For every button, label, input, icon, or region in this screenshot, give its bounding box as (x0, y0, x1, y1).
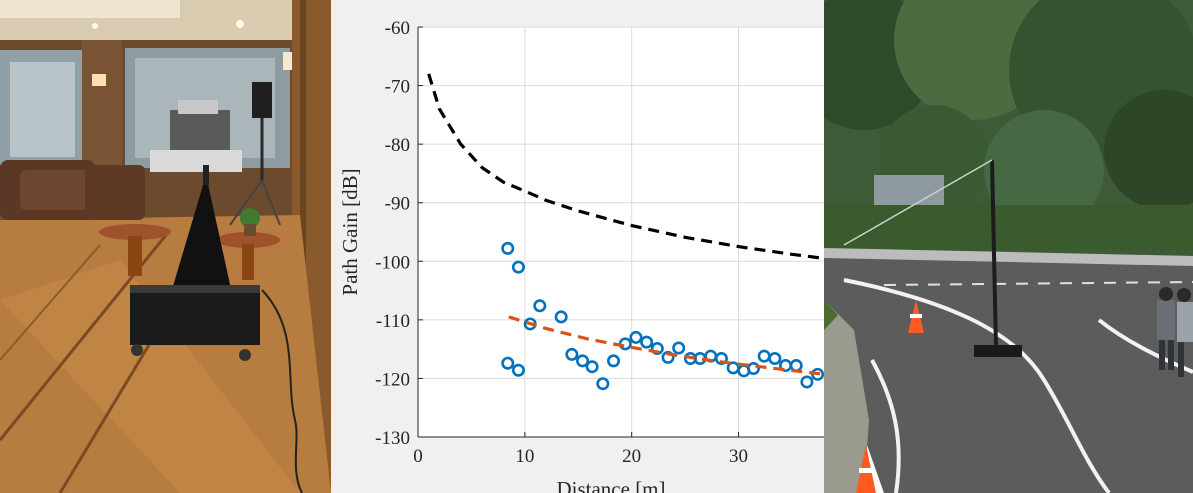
measured-point (511, 363, 525, 377)
measured-point (800, 375, 814, 389)
x-tick-label: 20 (622, 446, 641, 467)
y-tick-label: -70 (385, 77, 410, 98)
axes: 0 10 20 30 -60 -70 -80 -90 -100 -110 -120 -130 (375, 18, 824, 467)
y-tick-label: -80 (385, 135, 410, 156)
measured-point (629, 330, 643, 344)
measured-point (672, 341, 686, 355)
y-tick-label: -60 (385, 18, 410, 39)
measured-point (511, 260, 525, 274)
measured-point (501, 356, 515, 370)
y-tick-label: -90 (385, 194, 410, 215)
y-tick-label: -100 (375, 252, 410, 273)
path-gain-chart: 0 10 20 30 -60 -70 -80 -90 -100 -110 -120 -130 Dist… (331, 0, 824, 493)
measured-point (650, 342, 664, 356)
x-axis-label: Distance [m] (556, 477, 665, 493)
measured-point (585, 360, 599, 374)
free-space-line (427, 73, 824, 260)
outdoor-setup-photo (824, 0, 1193, 493)
measured-point (607, 354, 621, 368)
plot-area (418, 27, 824, 437)
indoor-setup-photo (0, 0, 331, 493)
x-tick-label: 0 (413, 446, 423, 467)
measured-point (596, 377, 610, 391)
measured-point (554, 310, 568, 324)
measured-point (533, 299, 547, 313)
measured-point (640, 335, 654, 349)
series (427, 73, 824, 391)
fit-line (508, 315, 824, 376)
y-tick-label: -130 (375, 428, 410, 449)
measured-point (768, 352, 782, 366)
y-tick-label: -120 (375, 369, 410, 390)
measured-point (501, 241, 515, 255)
measured-point (576, 354, 590, 368)
measured-point (565, 347, 579, 361)
measured-point (746, 361, 760, 375)
x-tick-label: 30 (729, 446, 748, 467)
y-tick-label: -110 (376, 311, 410, 332)
x-tick-label: 10 (515, 446, 534, 467)
chart-canvas: 0 10 20 30 -60 -70 -80 -90 -100 -110 -120 -130 Dist… (338, 18, 824, 493)
y-axis-label: Path Gain [dB] (338, 168, 362, 295)
measured-point (714, 352, 728, 366)
measured-point (661, 350, 675, 364)
